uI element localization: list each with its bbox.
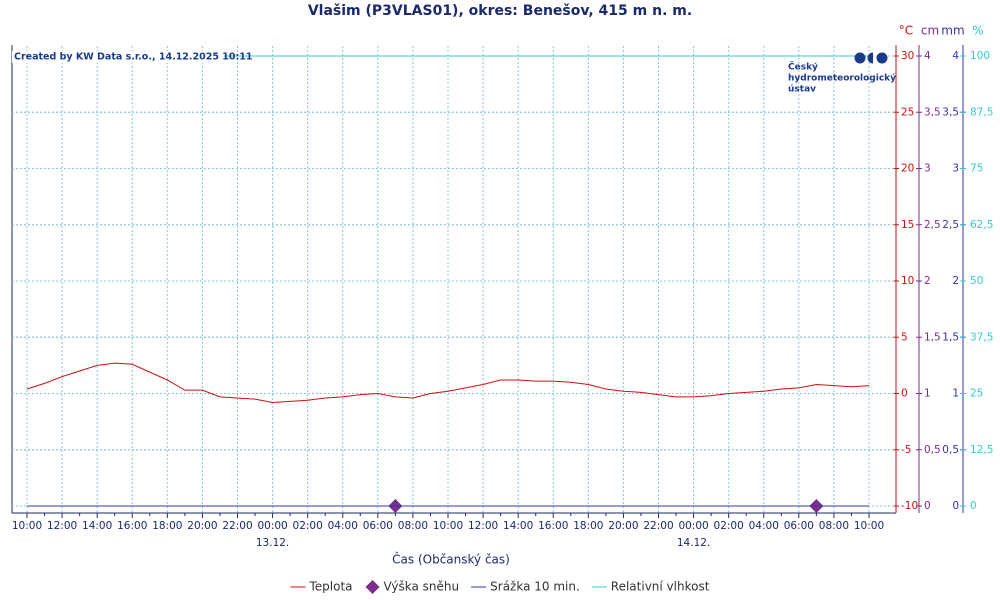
- x-tick-label: 04:00: [328, 520, 358, 532]
- x-tick-label: 22:00: [643, 520, 673, 532]
- x-tick-label: 18:00: [573, 520, 603, 532]
- y-tick-label: 1,5: [942, 331, 959, 343]
- credit: Created by KW Data s.r.o., 14.12.2025 10…: [14, 52, 253, 63]
- logo: Český hydrometeorologický ústav: [788, 52, 896, 95]
- y-tick-label: 0: [970, 500, 977, 512]
- y-tick-label: 0,5: [942, 444, 959, 456]
- y-tick-label: 25: [901, 106, 914, 118]
- series-line: [26, 362, 870, 404]
- y-tick-label: 5: [901, 331, 908, 343]
- logo-dot: [876, 52, 888, 64]
- y-tick-label: 2,5: [942, 219, 959, 231]
- x-tick-label: 02:00: [714, 520, 744, 532]
- y-tick-label: 4: [952, 50, 959, 62]
- y-tick-label: 0: [952, 500, 959, 512]
- legend-label: Výška sněhu: [384, 580, 460, 594]
- logo-text: ústav: [788, 85, 816, 95]
- y-tick-label: 0: [901, 388, 908, 400]
- y-tick-label: 2: [924, 275, 931, 287]
- x-tick-label: 00:00: [257, 520, 287, 532]
- y-tick-label: 75: [970, 163, 983, 175]
- y-tick-label: 25: [970, 388, 983, 400]
- x-tick-label: 12:00: [468, 520, 498, 532]
- date-label: 13.12.: [256, 537, 289, 549]
- legend-label: Srážka 10 min.: [490, 580, 580, 594]
- y-tick-label: 30: [901, 50, 914, 62]
- y-tick-label: 20: [901, 163, 914, 175]
- y-tick-label: 50: [970, 275, 983, 287]
- x-tick-label: 10:00: [12, 520, 42, 532]
- x-tick-label: 20:00: [608, 520, 638, 532]
- legend-label: Teplota: [309, 580, 353, 594]
- legend-item: Srážka 10 min.: [471, 580, 580, 594]
- x-tick-label: 04:00: [749, 520, 779, 532]
- y-tick-label: 0: [924, 500, 931, 512]
- y-tick-label: 3,5: [924, 106, 941, 118]
- x-tick-label: 14:00: [82, 520, 112, 532]
- y-tick-label: 87,5: [970, 106, 993, 118]
- x-tick-label: 18:00: [152, 520, 182, 532]
- axis-unit: °C: [899, 24, 913, 38]
- legend-label: Relativní vlhkost: [611, 580, 710, 594]
- credit-bg: [12, 51, 224, 63]
- y-tick-label: 4: [924, 50, 931, 62]
- y-tick-label: 1: [952, 388, 959, 400]
- y-tick-label: 3: [924, 163, 931, 175]
- y-tick-label: 10: [901, 275, 914, 287]
- y-tick-label: 100: [970, 50, 990, 62]
- chart-title: Vlašim (P3VLAS01), okres: Benešov, 415 m…: [308, 3, 692, 19]
- y-tick-label: 1: [924, 388, 931, 400]
- axis-unit: mm: [941, 24, 964, 38]
- y-tick-label: 37,5: [970, 331, 993, 343]
- y-tick-label: 1,5: [924, 331, 941, 343]
- y-tick-label: 2,5: [924, 219, 941, 231]
- y-tick-label: 3: [952, 163, 959, 175]
- y-tick-label: 0,5: [924, 444, 941, 456]
- x-tick-label: 08:00: [398, 520, 428, 532]
- x-tick-label: 06:00: [784, 520, 814, 532]
- y-tick-label: 2: [952, 275, 959, 287]
- x-tick-label: 00:00: [678, 520, 708, 532]
- legend-item: Teplota: [290, 580, 353, 594]
- y-tick-label: 3,5: [942, 106, 959, 118]
- x-tick-label: 06:00: [363, 520, 393, 532]
- x-tick-label: 14:00: [503, 520, 533, 532]
- x-tick-label: 16:00: [538, 520, 568, 532]
- axis-unit: %: [972, 24, 983, 38]
- x-tick-label: 10:00: [433, 520, 463, 532]
- y-tick-label: -10: [901, 500, 918, 512]
- logo-text: Český: [788, 61, 818, 73]
- x-tick-label: 22:00: [222, 520, 252, 532]
- legend-item: Výška sněhu: [365, 580, 460, 594]
- legend-item: Relativní vlhkost: [591, 580, 710, 594]
- legend-symbol: [365, 580, 380, 594]
- legend: Teplota Výška sněhu Srážka 10 min. Relativn…: [290, 580, 710, 594]
- date-label: 14.12.: [677, 537, 710, 549]
- y-tick-label: -5: [901, 444, 911, 456]
- logo-dot: [867, 52, 873, 64]
- x-tick-label: 16:00: [117, 520, 147, 532]
- y-tick-label: 12,5: [970, 444, 993, 456]
- y-tick-label: 62,5: [970, 219, 993, 231]
- x-tick-label: 10:00: [854, 520, 884, 532]
- x-axis-title: Čas (Občanský čas): [392, 552, 510, 567]
- x-tick-label: 02:00: [293, 520, 323, 532]
- logo-text: hydrometeorologický: [788, 74, 896, 84]
- y-tick-label: 15: [901, 219, 914, 231]
- x-tick-label: 08:00: [819, 520, 849, 532]
- x-tick-label: 20:00: [187, 520, 217, 532]
- plot-area: °C-10-10-5-5005510101515202025253030cm00…: [11, 24, 993, 549]
- x-tick-label: 12:00: [47, 520, 77, 532]
- logo-dot: [854, 52, 866, 64]
- axis-unit: cm: [921, 24, 939, 38]
